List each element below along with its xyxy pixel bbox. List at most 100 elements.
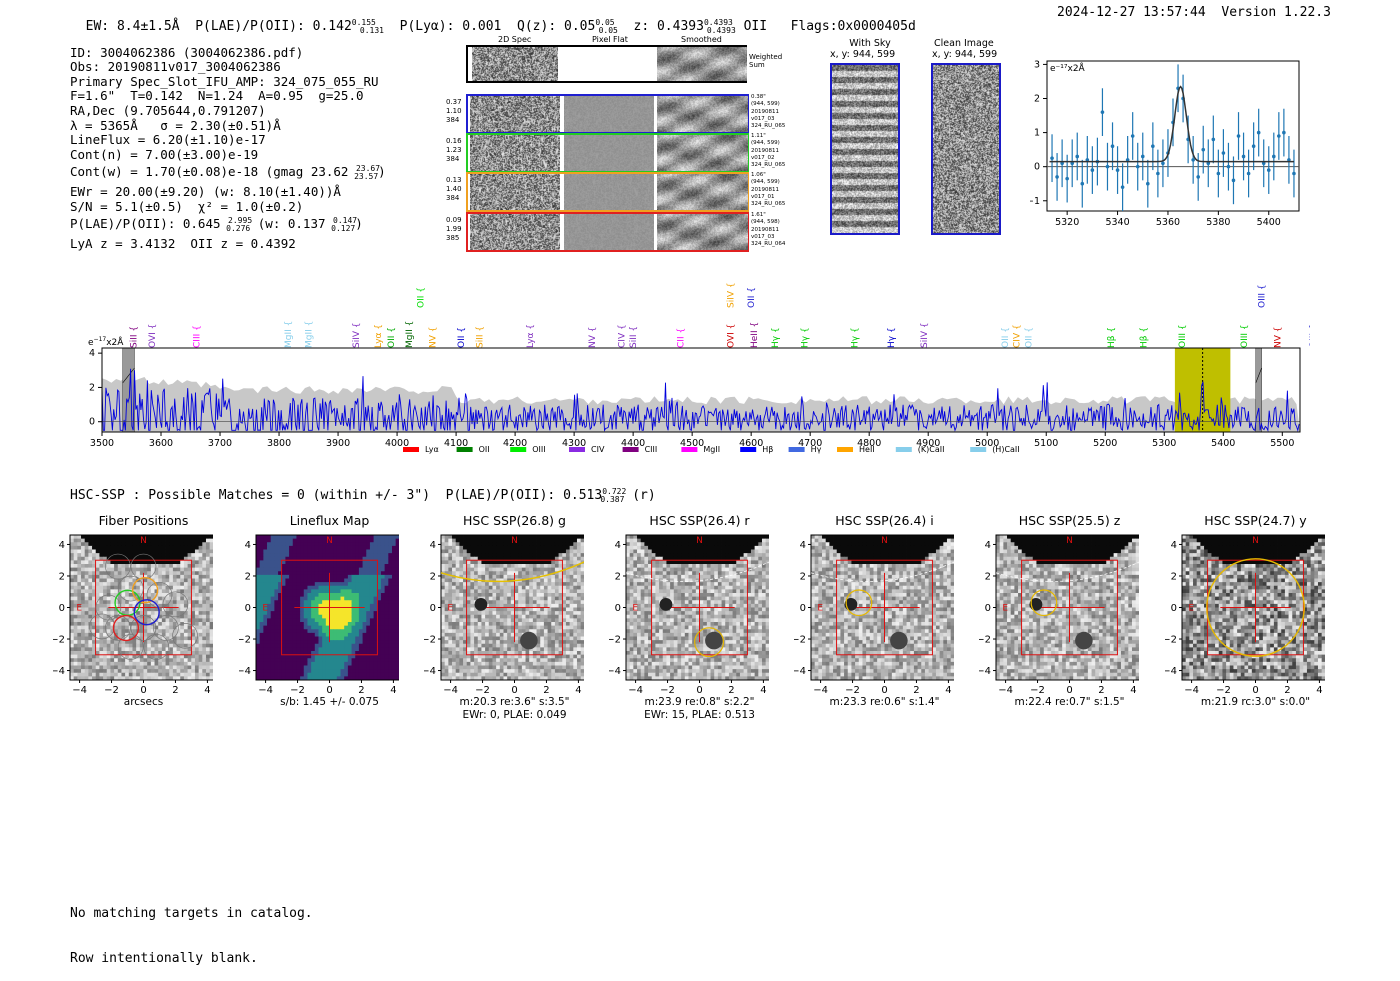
lineflux-pixel [304, 658, 308, 662]
hsc-pixel [507, 593, 511, 597]
hsc-pixel [548, 546, 552, 550]
lineflux-pixel [385, 647, 389, 651]
lineflux-pixel [366, 640, 370, 644]
lineflux-pixel [285, 560, 289, 564]
hsc-pixel [199, 618, 203, 622]
z-line: OII [744, 19, 767, 34]
lineflux-pixel [274, 535, 278, 539]
lineflux-pixel [381, 651, 385, 655]
hsc-pixel [551, 589, 555, 593]
lineflux-pixel [256, 666, 260, 670]
lineflux-pixel [370, 593, 374, 597]
lineflux-pixel [267, 589, 271, 593]
lineflux-pixel [392, 539, 396, 543]
hsc-pixel [99, 575, 103, 579]
hsc-pixel [566, 560, 570, 564]
hsc-pixel [188, 539, 192, 543]
qz-value: Q(z): 0.05 [517, 19, 595, 34]
hsc-pixel [474, 618, 478, 622]
contw: Cont(w) = 1.70(±0.08)e-18 (gmag 23.62 [70, 164, 348, 179]
hsc-pixel [470, 640, 474, 644]
lineflux-pixel [370, 560, 374, 564]
hsc-pixel [456, 618, 460, 622]
lineflux-pixel [263, 647, 267, 651]
lineflux-pixel [260, 629, 264, 633]
hsc-pixel [577, 655, 581, 659]
lineflux-pixel [392, 629, 396, 633]
lineflux-pixel [337, 615, 341, 619]
col-title-2d-spec: 2D Spec [498, 35, 531, 44]
hsc-pixel [85, 553, 89, 557]
lineflux-pixel [355, 553, 359, 557]
hsc-pixel [518, 553, 522, 557]
hsc-pixel [173, 582, 177, 586]
hsc-pixel [132, 535, 136, 539]
hsc-pixel [496, 553, 500, 557]
lineflux-pixel [396, 651, 399, 655]
hsc-pixel [118, 568, 122, 572]
hsc-pixel [199, 615, 203, 619]
hsc-pixel [169, 644, 173, 648]
hsc-pixel [191, 539, 195, 543]
hsc-pixel [184, 666, 188, 670]
lineflux-pixel [392, 564, 396, 568]
hsc-pixel [566, 546, 570, 550]
zoom-data-point [1111, 144, 1115, 148]
hsc-pixel [515, 637, 519, 641]
hsc-pixel [77, 546, 81, 550]
hsc-pixel [199, 658, 203, 662]
hsc-pixel [99, 669, 103, 673]
hsc-pixel [125, 673, 129, 677]
hsc-pixel [470, 611, 474, 615]
hsc-pixel [478, 637, 482, 641]
lineflux-pixel [300, 586, 304, 590]
hsc-pixel [74, 629, 78, 633]
lineflux-pixel [363, 575, 367, 579]
lineflux-pixel [293, 608, 297, 612]
hsc-pixel [485, 658, 489, 662]
hsc-pixel [459, 597, 463, 601]
hsc-pixel [566, 579, 570, 583]
hsc-pixel [195, 593, 199, 597]
lineflux-pixel [315, 629, 319, 633]
hsc-pixel [540, 644, 544, 648]
hsc-pixel [166, 542, 170, 546]
lineflux-pixel [333, 658, 337, 662]
hsc-pixel [555, 626, 559, 630]
lineflux-pixel [366, 542, 370, 546]
hsc-pixel [500, 644, 504, 648]
hsc-pixel [470, 568, 474, 572]
hsc-pixel [445, 553, 449, 557]
lineflux-pixel [385, 597, 389, 601]
zoom-x-tick-label: 5400 [1257, 217, 1281, 228]
hsc-pixel [445, 618, 449, 622]
lineflux-pixel [307, 662, 311, 666]
lineflux-pixel [315, 579, 319, 583]
hsc-pixel [573, 542, 577, 546]
hsc-pixel [459, 571, 463, 575]
hsc-pixel [202, 611, 206, 615]
lineflux-pixel [341, 560, 345, 564]
lineflux-pixel [260, 586, 264, 590]
lineflux-pixel [381, 644, 385, 648]
hsc-pixel [570, 608, 574, 612]
lineflux-pixel [289, 604, 293, 608]
lineflux-pixel [271, 615, 275, 619]
hsc-pixel [485, 535, 489, 539]
hsc-pixel [492, 640, 496, 644]
hsc-pixel [169, 673, 173, 677]
lineflux-pixel [359, 571, 363, 575]
hsc-pixel [503, 568, 507, 572]
lineflux-pixel [296, 658, 300, 662]
hsc-pixel [166, 575, 170, 579]
hsc-pixel [210, 568, 213, 572]
hsc-pixel [166, 600, 170, 604]
hsc-pixel [118, 618, 122, 622]
legend-label: (H)CaII [992, 445, 1019, 454]
hsc-pixel [441, 597, 445, 601]
hsc-pixel [555, 611, 559, 615]
panel-y-tick-label: 0 [59, 603, 65, 614]
lineflux-pixel [366, 597, 370, 601]
hsc-pixel [173, 550, 177, 554]
hsc-pixel [118, 550, 122, 554]
